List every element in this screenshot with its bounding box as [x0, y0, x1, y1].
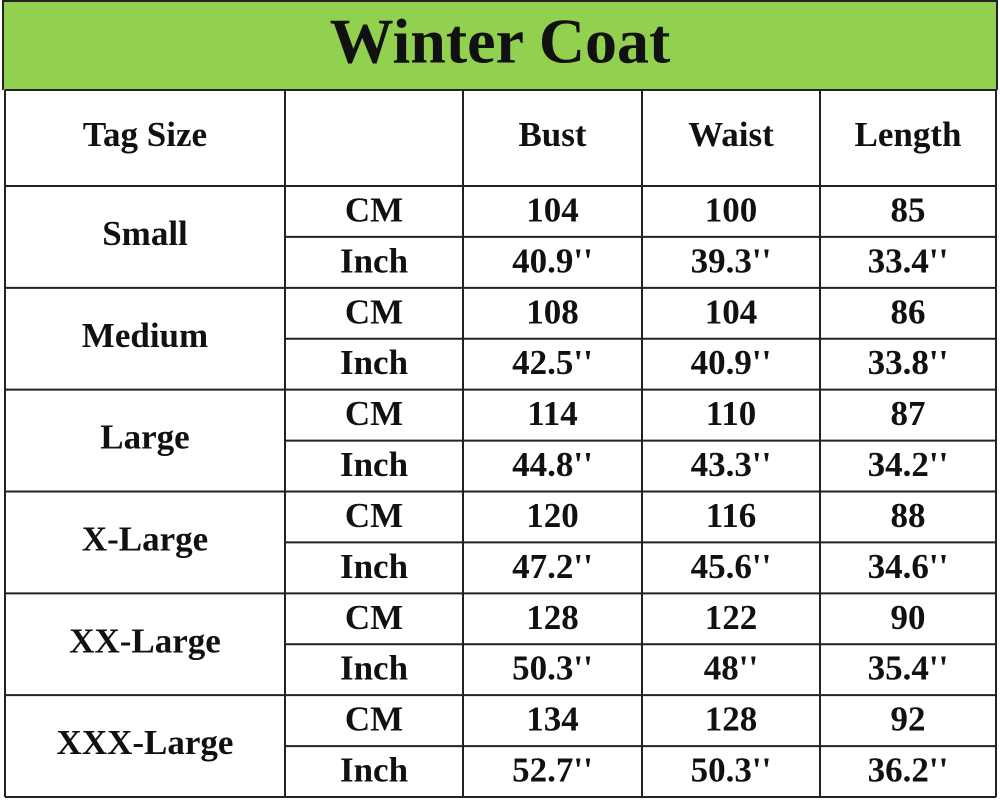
unit-cell: Inch [340, 445, 408, 484]
unit-cell: CM [345, 496, 403, 535]
value-cell: 34.2'' [868, 445, 949, 484]
unit-cell: CM [345, 394, 403, 433]
title: Winter Coat [330, 6, 671, 77]
value-cell: 36.2'' [868, 751, 949, 790]
header-cell: Waist [688, 115, 774, 154]
size-cell: Medium [82, 316, 208, 355]
value-cell: 40.9'' [691, 343, 772, 382]
value-cell: 108 [526, 292, 579, 331]
size-cell: Large [100, 418, 189, 457]
value-cell: 114 [527, 394, 578, 433]
unit-cell: Inch [340, 547, 408, 586]
size-cell: XXX-Large [57, 723, 234, 762]
value-cell: 39.3'' [691, 241, 772, 280]
value-cell: 33.4'' [868, 241, 949, 280]
unit-cell: CM [345, 190, 403, 229]
value-cell: 50.3'' [512, 649, 593, 688]
value-cell: 87 [891, 394, 926, 433]
unit-cell: Inch [340, 649, 408, 688]
value-cell: 34.6'' [868, 547, 949, 586]
title-bar [3, 0, 997, 90]
value-cell: 48'' [704, 649, 758, 688]
unit-cell: Inch [340, 241, 408, 280]
value-cell: 110 [706, 394, 757, 433]
value-cell: 35.4'' [868, 649, 949, 688]
value-cell: 42.5'' [512, 343, 593, 382]
unit-cell: CM [345, 292, 403, 331]
value-cell: 50.3'' [691, 751, 772, 790]
size-cell: XX-Large [69, 621, 221, 660]
value-cell: 90 [891, 598, 926, 637]
value-cell: 40.9'' [512, 241, 593, 280]
unit-cell: CM [345, 700, 403, 739]
value-cell: 44.8'' [512, 445, 593, 484]
value-cell: 100 [705, 190, 758, 229]
value-cell: 134 [526, 700, 579, 739]
value-cell: 47.2'' [512, 547, 593, 586]
size-cell: X-Large [82, 519, 208, 558]
size-cell: Small [102, 214, 188, 253]
value-cell: 128 [705, 700, 758, 739]
header-cell: Length [855, 115, 962, 154]
value-cell: 52.7'' [512, 751, 593, 790]
header-cell: Bust [518, 115, 586, 154]
unit-cell: CM [345, 598, 403, 637]
value-cell: 128 [526, 598, 579, 637]
value-cell: 104 [705, 292, 758, 331]
value-cell: 85 [891, 190, 926, 229]
value-cell: 104 [526, 190, 579, 229]
value-cell: 92 [891, 700, 926, 739]
value-cell: 120 [526, 496, 579, 535]
value-cell: 88 [891, 496, 926, 535]
unit-cell: Inch [340, 343, 408, 382]
value-cell: 116 [706, 496, 757, 535]
value-cell: 122 [705, 598, 758, 637]
value-cell: 33.8'' [868, 343, 949, 382]
value-cell: 45.6'' [691, 547, 772, 586]
value-cell: 43.3'' [691, 445, 772, 484]
unit-cell: Inch [340, 751, 408, 790]
header-cell: Tag Size [83, 115, 207, 154]
value-cell: 86 [891, 292, 926, 331]
